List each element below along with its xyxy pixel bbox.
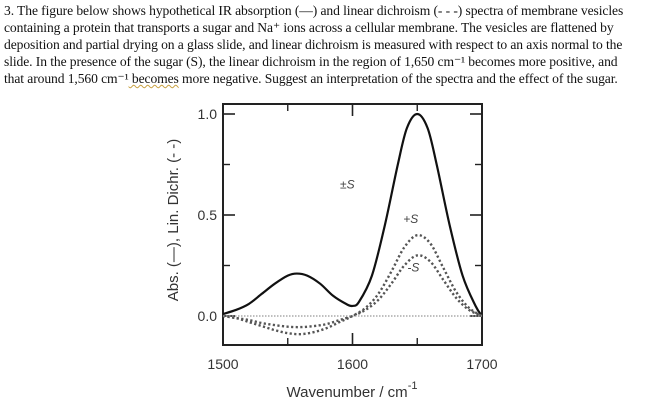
- plot-frame: [222, 103, 483, 346]
- spellcheck-underline: becomes: [128, 71, 179, 86]
- x-axis-title: Wavenumber / cm-1: [287, 380, 418, 401]
- y-tick-label: 0.0: [198, 308, 218, 324]
- x-tick-label: 1500: [207, 356, 238, 372]
- question-line: deposition and partial drying on a glass…: [4, 37, 623, 52]
- x-tick-label: 1600: [337, 356, 368, 372]
- question-line: 3. The figure below shows hypothetical I…: [4, 3, 624, 18]
- question-line: that around 1,560 cm⁻¹ becomes more nega…: [4, 71, 618, 86]
- question-text: 3. The figure below shows hypothetical I…: [4, 2, 660, 87]
- y-axis-title: Abs. (—), Lin. Dichr. (- -): [165, 139, 182, 302]
- series-line: [222, 112, 483, 317]
- x-tick-label: 1700: [466, 356, 497, 372]
- series-line: [222, 233, 483, 336]
- question-line: slide. In the presence of the sugar (S),…: [4, 54, 618, 69]
- y-tick-label: 0.5: [198, 207, 218, 223]
- series-annotation: -S: [407, 261, 419, 275]
- series-annotation: ±S: [340, 178, 355, 192]
- series-line: [222, 254, 483, 329]
- series-annotation: +S: [403, 212, 418, 226]
- y-tick-label: 1.0: [198, 106, 218, 122]
- question-line: containing a protein that transports a s…: [4, 20, 614, 35]
